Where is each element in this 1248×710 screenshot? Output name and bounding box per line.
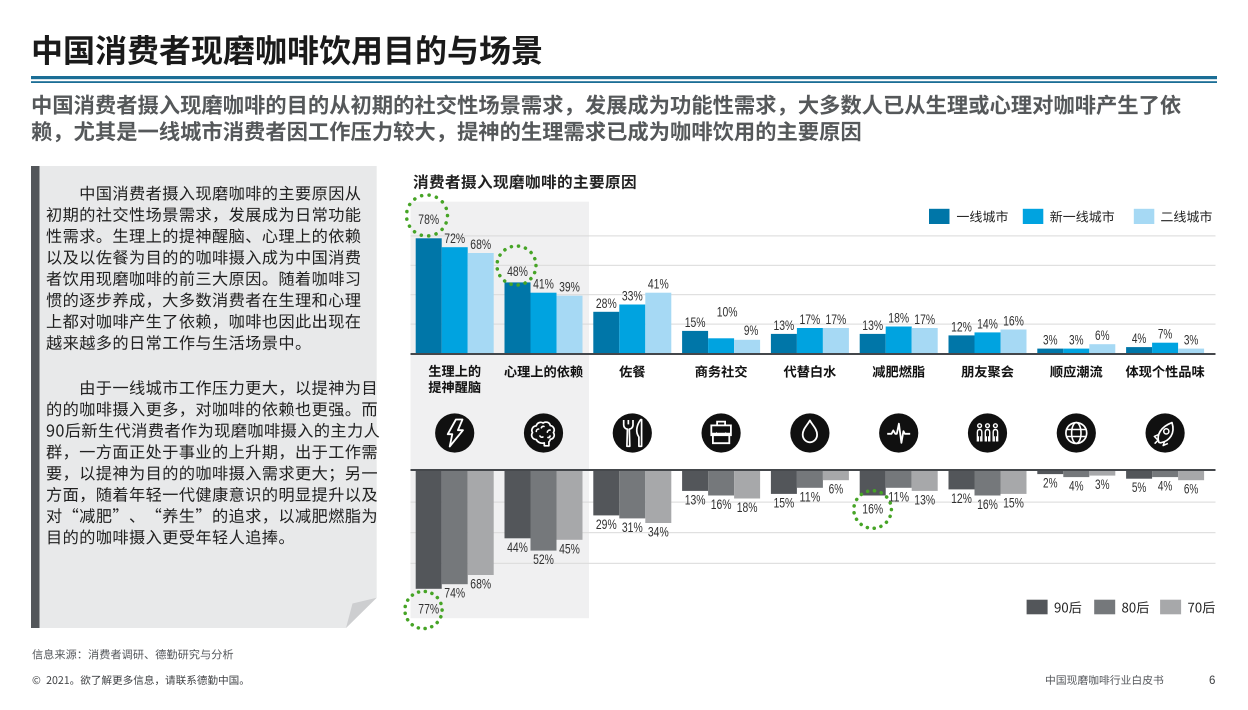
svg-text:17%: 17% xyxy=(914,312,935,328)
svg-text:10%: 10% xyxy=(717,305,738,321)
svg-text:78%: 78% xyxy=(418,212,439,228)
svg-text:15%: 15% xyxy=(685,315,706,331)
svg-text:39%: 39% xyxy=(559,280,580,296)
svg-text:17%: 17% xyxy=(800,312,821,328)
svg-text:15%: 15% xyxy=(1003,495,1024,511)
svg-text:15%: 15% xyxy=(774,495,795,511)
svg-text:74%: 74% xyxy=(444,586,465,602)
svg-text:17%: 17% xyxy=(826,312,847,328)
svg-text:28%: 28% xyxy=(596,296,617,312)
svg-text:31%: 31% xyxy=(622,520,643,536)
svg-text:12%: 12% xyxy=(951,491,972,507)
svg-text:13%: 13% xyxy=(914,492,935,508)
svg-text:13%: 13% xyxy=(774,318,795,334)
svg-text:72%: 72% xyxy=(444,231,465,247)
svg-text:3%: 3% xyxy=(1184,333,1199,349)
svg-text:3%: 3% xyxy=(1095,477,1110,493)
svg-text:16%: 16% xyxy=(1003,314,1024,330)
svg-text:48%: 48% xyxy=(507,264,528,280)
svg-text:12%: 12% xyxy=(951,319,972,335)
svg-text:68%: 68% xyxy=(470,577,491,593)
svg-text:2%: 2% xyxy=(1043,476,1058,492)
svg-text:16%: 16% xyxy=(977,497,998,513)
svg-text:34%: 34% xyxy=(648,525,669,541)
svg-text:9%: 9% xyxy=(744,323,759,339)
svg-text:13%: 13% xyxy=(862,318,883,334)
svg-text:41%: 41% xyxy=(648,277,669,293)
svg-text:11%: 11% xyxy=(888,489,909,505)
svg-text:14%: 14% xyxy=(977,316,998,332)
svg-text:5%: 5% xyxy=(1132,480,1147,496)
svg-text:13%: 13% xyxy=(685,492,706,508)
svg-text:45%: 45% xyxy=(559,541,580,557)
svg-text:3%: 3% xyxy=(1069,333,1084,349)
svg-text:4%: 4% xyxy=(1132,331,1147,347)
svg-text:6: 6 xyxy=(1209,675,1215,687)
svg-text:41%: 41% xyxy=(533,277,554,293)
svg-text:6%: 6% xyxy=(829,482,844,498)
svg-text:18%: 18% xyxy=(888,311,909,327)
svg-text:44%: 44% xyxy=(507,540,528,556)
svg-text:33%: 33% xyxy=(622,289,643,305)
svg-text:68%: 68% xyxy=(470,237,491,253)
svg-text:6%: 6% xyxy=(1095,328,1110,344)
svg-text:16%: 16% xyxy=(862,502,883,518)
svg-text:3%: 3% xyxy=(1043,333,1058,349)
svg-text:29%: 29% xyxy=(596,517,617,533)
svg-text:77%: 77% xyxy=(418,602,439,618)
svg-text:4%: 4% xyxy=(1158,479,1173,495)
svg-text:11%: 11% xyxy=(800,489,821,505)
svg-text:4%: 4% xyxy=(1069,479,1084,495)
svg-text:7%: 7% xyxy=(1158,327,1173,343)
svg-text:6%: 6% xyxy=(1184,482,1199,498)
svg-text:52%: 52% xyxy=(533,552,554,568)
svg-text:18%: 18% xyxy=(737,500,758,516)
svg-text:16%: 16% xyxy=(711,497,732,513)
